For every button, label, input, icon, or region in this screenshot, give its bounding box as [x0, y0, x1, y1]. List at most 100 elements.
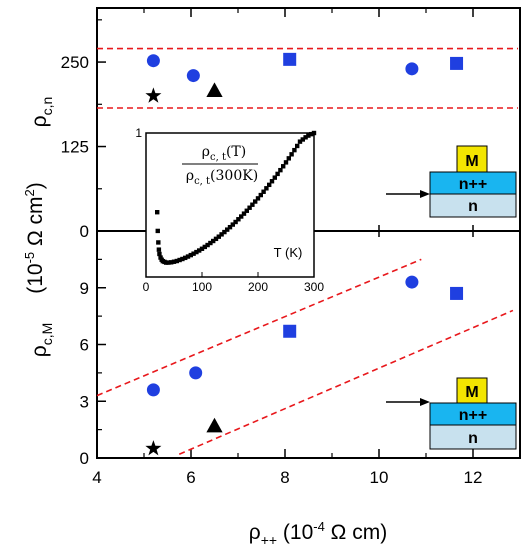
inset-point: [250, 202, 255, 207]
inset-point: [155, 228, 160, 234]
inset-point: [233, 219, 238, 225]
inset-point: [156, 240, 161, 245]
x-tick-label: 12: [464, 468, 483, 487]
top-panel-y-tick-label: 250: [61, 53, 89, 72]
inset-point: [272, 175, 277, 180]
x-tick-label: 10: [370, 468, 389, 487]
y-axis-common-title: (10-5 Ω cm2): [22, 182, 47, 294]
inset-x-tick-label: 0: [143, 280, 150, 294]
inset-point: [286, 156, 291, 161]
inset-x-label: T (K): [274, 245, 303, 260]
layer-stack-top: M n++ n: [386, 145, 517, 218]
inset-point: [295, 143, 300, 149]
top-panel-circle-marker: [186, 69, 200, 83]
bottom-panel-dashed-line: [178, 309, 514, 455]
bottom-panel-square-marker: [283, 324, 297, 338]
bottom-panel-star-marker: [145, 440, 162, 456]
inset-point: [267, 182, 272, 188]
inset-point: [169, 260, 174, 265]
inset-point: [225, 227, 230, 232]
bottom-panel-square-marker: [450, 286, 464, 300]
layer-nplus-label-top: n++: [459, 176, 487, 193]
bottom-panel-y-tick-label: 0: [80, 449, 89, 468]
inset-point: [174, 258, 179, 264]
layer-n-label-bottom: n: [468, 430, 478, 447]
top-panel-markers: [145, 52, 464, 103]
bottom-panel-markers: [145, 275, 464, 456]
inset-point: [258, 192, 263, 198]
layer-metal-top: [456, 145, 488, 173]
inset-point: [311, 130, 317, 136]
inset-point: [188, 252, 193, 258]
inset-point: [197, 248, 202, 253]
inset-point: [253, 199, 258, 204]
layer-n-label-top: n: [468, 198, 478, 215]
inset-point: [297, 139, 303, 144]
bottom-panel-y-tick-label: 3: [80, 392, 89, 411]
inset-point: [213, 236, 219, 242]
inset-point: [171, 259, 177, 264]
layer-metal-label-top: M: [465, 153, 478, 170]
inset-point: [275, 171, 280, 177]
inset-point: [185, 254, 191, 259]
inset-point: [157, 251, 162, 257]
inset-point: [289, 152, 294, 157]
inset-point: [292, 147, 297, 153]
x-tick-label: 6: [186, 468, 195, 487]
bottom-y-axis-title: ρc,M: [28, 323, 55, 358]
inset-x-tick-label: 100: [192, 280, 212, 294]
bottom-panel-y-tick-label: 6: [80, 336, 89, 355]
inset-point: [278, 167, 283, 173]
bottom-panel-y-tick-label: 9: [80, 279, 89, 298]
arrow-icon: [420, 398, 430, 406]
inset-point: [241, 211, 247, 216]
inset-point: [255, 196, 261, 201]
inset-point: [309, 131, 314, 137]
layer-metal-bottom: [456, 377, 488, 404]
top-panel-y-tick-label: 0: [80, 222, 89, 241]
inset-point: [191, 251, 196, 256]
bottom-panel-circle-marker: [146, 383, 160, 397]
inset-point: [155, 210, 160, 215]
inset-point: [230, 222, 235, 227]
top-panel-square-marker: [283, 52, 297, 66]
inset-point: [183, 255, 188, 261]
inset-point: [177, 257, 182, 263]
top-panel-y-tick-label: 125: [61, 138, 89, 157]
layer-metal-label-bottom: M: [465, 384, 478, 401]
inset-point: [300, 137, 305, 142]
inset-point: [194, 249, 199, 255]
inset-point: [303, 135, 308, 140]
inset-x-tick-label: 200: [248, 280, 268, 294]
x-tick-label: 4: [92, 468, 101, 487]
inset-point: [306, 133, 311, 138]
inset-point: [205, 242, 210, 248]
inset-point: [219, 232, 224, 237]
layer-stack-bottom: M n++ n: [386, 377, 517, 450]
arrow-icon: [420, 190, 430, 198]
inset-point: [269, 179, 275, 184]
layer-n-bottom: [429, 424, 517, 450]
x-tick-label: 8: [280, 468, 289, 487]
top-panel-star-marker: [145, 87, 162, 103]
inset-point: [247, 205, 252, 210]
inset-point: [180, 256, 185, 262]
inset-point: [166, 260, 171, 265]
inset-point: [283, 160, 289, 165]
inset-frame: [145, 132, 315, 278]
inset-point: [244, 208, 249, 213]
inset-ticks: 0 100 200 300 1: [135, 126, 324, 294]
inset-point: [156, 247, 162, 252]
inset-formula-denominator: ρc, t(300K): [186, 168, 258, 187]
bottom-panel-circle-marker: [189, 366, 203, 380]
inset-point: [239, 214, 244, 219]
inset-point: [222, 229, 227, 235]
inset-point: [208, 240, 213, 246]
inset-x-tick-label: 300: [304, 280, 324, 294]
bottom-panel-triangle-marker: [206, 417, 223, 433]
inset-y-tick-label: 1: [135, 126, 142, 140]
inset-markers: [155, 130, 317, 265]
inset-point: [261, 189, 266, 194]
